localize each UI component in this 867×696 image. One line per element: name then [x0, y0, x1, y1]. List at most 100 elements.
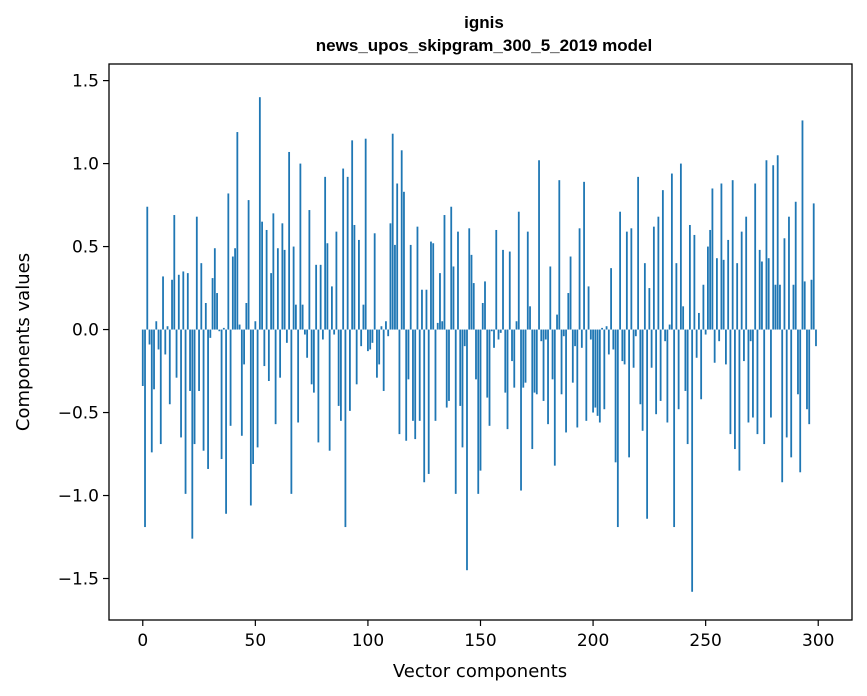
bar-166 [515, 321, 518, 330]
bar-169 [522, 329, 525, 388]
bar-233 [666, 329, 669, 423]
bar-37 [225, 329, 227, 514]
bar-243 [688, 224, 691, 330]
bar-249 [702, 284, 705, 330]
bar-52 [258, 97, 261, 330]
bar-158 [497, 329, 500, 340]
bar-224 [646, 329, 649, 519]
bar-297 [810, 279, 813, 330]
bar-263 [734, 329, 736, 450]
bar-184 [556, 314, 558, 330]
bar-259 [725, 329, 727, 365]
bar-133 [441, 321, 444, 330]
bar-287 [788, 216, 790, 330]
bar-96 [358, 239, 360, 330]
bar-95 [355, 329, 358, 385]
bar-61 [279, 329, 282, 378]
bar-64 [285, 329, 288, 343]
bars-group [141, 97, 817, 592]
bar-221 [639, 329, 642, 405]
bar-173 [531, 329, 534, 450]
bar-234 [668, 324, 671, 330]
bar-255 [716, 258, 718, 330]
bar-79 [319, 264, 322, 330]
bar-99 [364, 138, 367, 330]
bar-223 [643, 263, 646, 330]
bar-293 [801, 120, 804, 330]
bar-12 [168, 329, 171, 405]
bar-229 [657, 216, 660, 330]
bar-219 [634, 329, 637, 337]
bar-278 [767, 258, 770, 330]
y-tick-label: −0.5 [58, 404, 99, 424]
bar-31 [211, 278, 214, 330]
bar-138 [452, 266, 455, 330]
bar-87 [337, 329, 340, 406]
bar-235 [670, 173, 673, 330]
bar-147 [472, 283, 475, 330]
bar-201 [594, 329, 597, 408]
bar-292 [799, 329, 802, 473]
bar-163 [508, 251, 511, 330]
bar-114 [398, 329, 401, 435]
bar-141 [459, 329, 462, 406]
bar-109 [387, 329, 390, 337]
bar-216 [628, 329, 630, 458]
bar-94 [353, 224, 356, 330]
bar-18 [182, 271, 185, 330]
bar-178 [542, 329, 545, 401]
bar-55 [265, 229, 268, 330]
bar-181 [549, 266, 552, 330]
bar-58 [272, 213, 275, 330]
bar-212 [619, 211, 621, 330]
y-tick-label: 1.5 [72, 72, 99, 92]
bar-128 [430, 241, 432, 330]
chart-title: ignis [464, 13, 504, 32]
bar-123 [418, 329, 421, 421]
bar-161 [504, 329, 507, 393]
bar-129 [432, 243, 435, 330]
bar-299 [815, 329, 817, 347]
bar-71 [301, 304, 304, 330]
bar-6 [155, 321, 158, 330]
bar-106 [380, 326, 383, 330]
bar-284 [781, 329, 784, 483]
bar-176 [538, 160, 540, 330]
y-axis-label: Components values [13, 253, 34, 431]
bar-209 [612, 329, 615, 350]
bar-81 [324, 176, 327, 330]
bar-200 [592, 329, 594, 413]
bar-215 [625, 231, 628, 330]
bar-264 [736, 263, 739, 330]
bar-262 [731, 180, 734, 330]
bar-116 [403, 191, 405, 330]
bar-273 [756, 329, 759, 435]
bar-121 [414, 329, 417, 440]
bar-20 [186, 273, 189, 330]
bar-244 [691, 329, 694, 592]
bar-57 [270, 273, 273, 330]
bar-10 [164, 329, 167, 355]
bar-69 [297, 329, 300, 423]
x-tick-label: 300 [802, 631, 834, 651]
bar-174 [533, 329, 536, 393]
bar-248 [700, 329, 703, 400]
bar-288 [790, 329, 793, 458]
bar-77 [315, 264, 318, 330]
bar-132 [439, 273, 441, 330]
bar-190 [569, 256, 572, 330]
bar-225 [648, 288, 651, 330]
bar-256 [718, 329, 721, 342]
bar-118 [407, 329, 410, 380]
bar-283 [779, 284, 781, 330]
bar-175 [535, 329, 538, 395]
bar-108 [385, 321, 387, 330]
bar-296 [808, 329, 811, 425]
bar-204 [601, 327, 603, 330]
y-tick-label: 1.0 [72, 155, 99, 175]
bar-202 [596, 329, 599, 416]
bar-113 [396, 183, 399, 330]
bar-242 [686, 329, 689, 445]
bar-144 [466, 329, 468, 571]
